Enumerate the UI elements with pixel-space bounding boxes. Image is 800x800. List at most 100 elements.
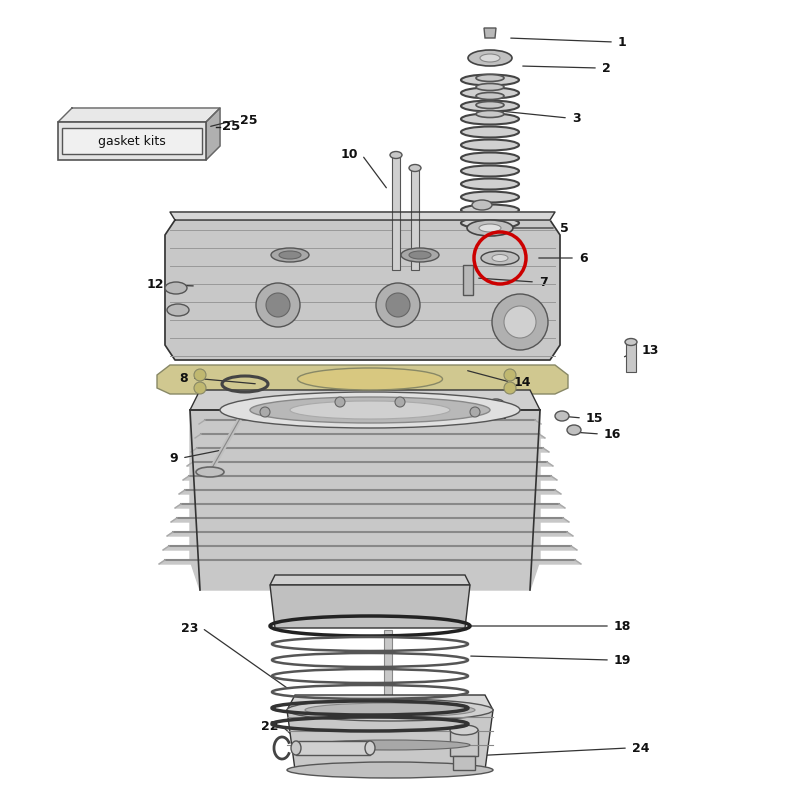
Ellipse shape [461, 126, 519, 138]
Ellipse shape [461, 205, 519, 215]
Ellipse shape [409, 165, 421, 171]
Text: 14: 14 [514, 375, 531, 389]
Text: 24: 24 [632, 742, 650, 754]
Polygon shape [175, 504, 565, 508]
Ellipse shape [461, 191, 519, 202]
Ellipse shape [287, 699, 493, 721]
Circle shape [256, 283, 300, 327]
Text: 20: 20 [470, 722, 487, 734]
Polygon shape [392, 155, 400, 270]
Ellipse shape [461, 178, 519, 190]
Ellipse shape [461, 87, 519, 98]
Ellipse shape [279, 251, 301, 259]
Polygon shape [159, 560, 581, 564]
Text: 13: 13 [642, 343, 659, 357]
Polygon shape [183, 476, 557, 480]
Ellipse shape [165, 282, 187, 294]
Text: 17: 17 [493, 410, 510, 422]
Ellipse shape [365, 741, 375, 755]
FancyBboxPatch shape [58, 122, 206, 160]
Text: 5: 5 [560, 222, 569, 234]
Text: 16: 16 [604, 427, 622, 441]
Polygon shape [384, 630, 392, 755]
Text: 25: 25 [240, 114, 258, 126]
Circle shape [386, 293, 410, 317]
Ellipse shape [472, 200, 492, 210]
Ellipse shape [461, 218, 519, 229]
Polygon shape [157, 365, 568, 394]
Circle shape [335, 397, 345, 407]
Text: 18: 18 [614, 619, 631, 633]
Ellipse shape [461, 153, 519, 163]
Polygon shape [165, 220, 560, 360]
Ellipse shape [476, 110, 504, 118]
Ellipse shape [401, 248, 439, 262]
Ellipse shape [461, 139, 519, 150]
Text: 19: 19 [614, 654, 631, 666]
Text: 22: 22 [261, 719, 278, 733]
Ellipse shape [476, 93, 504, 99]
Ellipse shape [461, 166, 519, 177]
Text: 25: 25 [222, 121, 240, 134]
Circle shape [260, 407, 270, 417]
Ellipse shape [298, 368, 442, 390]
Polygon shape [171, 518, 569, 522]
Ellipse shape [476, 102, 504, 109]
Ellipse shape [476, 74, 504, 82]
Polygon shape [270, 575, 470, 585]
Circle shape [376, 283, 420, 327]
Ellipse shape [625, 338, 637, 346]
Text: 9: 9 [170, 451, 178, 465]
Polygon shape [270, 585, 470, 628]
Ellipse shape [305, 703, 475, 717]
Text: gasket kits: gasket kits [98, 134, 166, 147]
Polygon shape [195, 434, 545, 438]
Text: 23: 23 [181, 622, 198, 634]
Ellipse shape [290, 401, 450, 419]
Polygon shape [187, 462, 553, 466]
Text: 1: 1 [618, 35, 626, 49]
Polygon shape [450, 730, 478, 756]
Polygon shape [167, 532, 573, 536]
Polygon shape [287, 695, 493, 710]
Polygon shape [206, 108, 220, 160]
Text: 6: 6 [579, 251, 588, 265]
Ellipse shape [310, 740, 470, 750]
Polygon shape [199, 420, 541, 424]
Polygon shape [190, 390, 540, 410]
Circle shape [194, 369, 206, 381]
Ellipse shape [409, 251, 431, 259]
Text: 12: 12 [146, 278, 164, 291]
Polygon shape [163, 546, 577, 550]
Text: 2: 2 [602, 62, 610, 74]
Ellipse shape [450, 725, 478, 735]
Circle shape [470, 407, 480, 417]
Ellipse shape [479, 224, 501, 232]
Ellipse shape [220, 392, 520, 428]
Ellipse shape [481, 251, 519, 265]
Ellipse shape [492, 254, 508, 262]
Ellipse shape [291, 741, 301, 755]
Ellipse shape [390, 151, 402, 158]
Ellipse shape [567, 425, 581, 435]
Polygon shape [170, 212, 555, 220]
Text: 15: 15 [586, 411, 603, 425]
Circle shape [504, 306, 536, 338]
Ellipse shape [271, 248, 309, 262]
Text: 3: 3 [572, 111, 581, 125]
Circle shape [504, 369, 516, 381]
Polygon shape [190, 410, 540, 590]
Polygon shape [484, 28, 496, 38]
Ellipse shape [487, 399, 505, 411]
Circle shape [492, 294, 548, 350]
Circle shape [194, 382, 206, 394]
Ellipse shape [196, 467, 224, 477]
Circle shape [266, 293, 290, 317]
Polygon shape [191, 448, 549, 452]
Polygon shape [411, 168, 419, 270]
Polygon shape [287, 710, 493, 770]
Circle shape [395, 397, 405, 407]
Polygon shape [453, 756, 475, 770]
Ellipse shape [480, 54, 500, 62]
Polygon shape [296, 741, 370, 755]
